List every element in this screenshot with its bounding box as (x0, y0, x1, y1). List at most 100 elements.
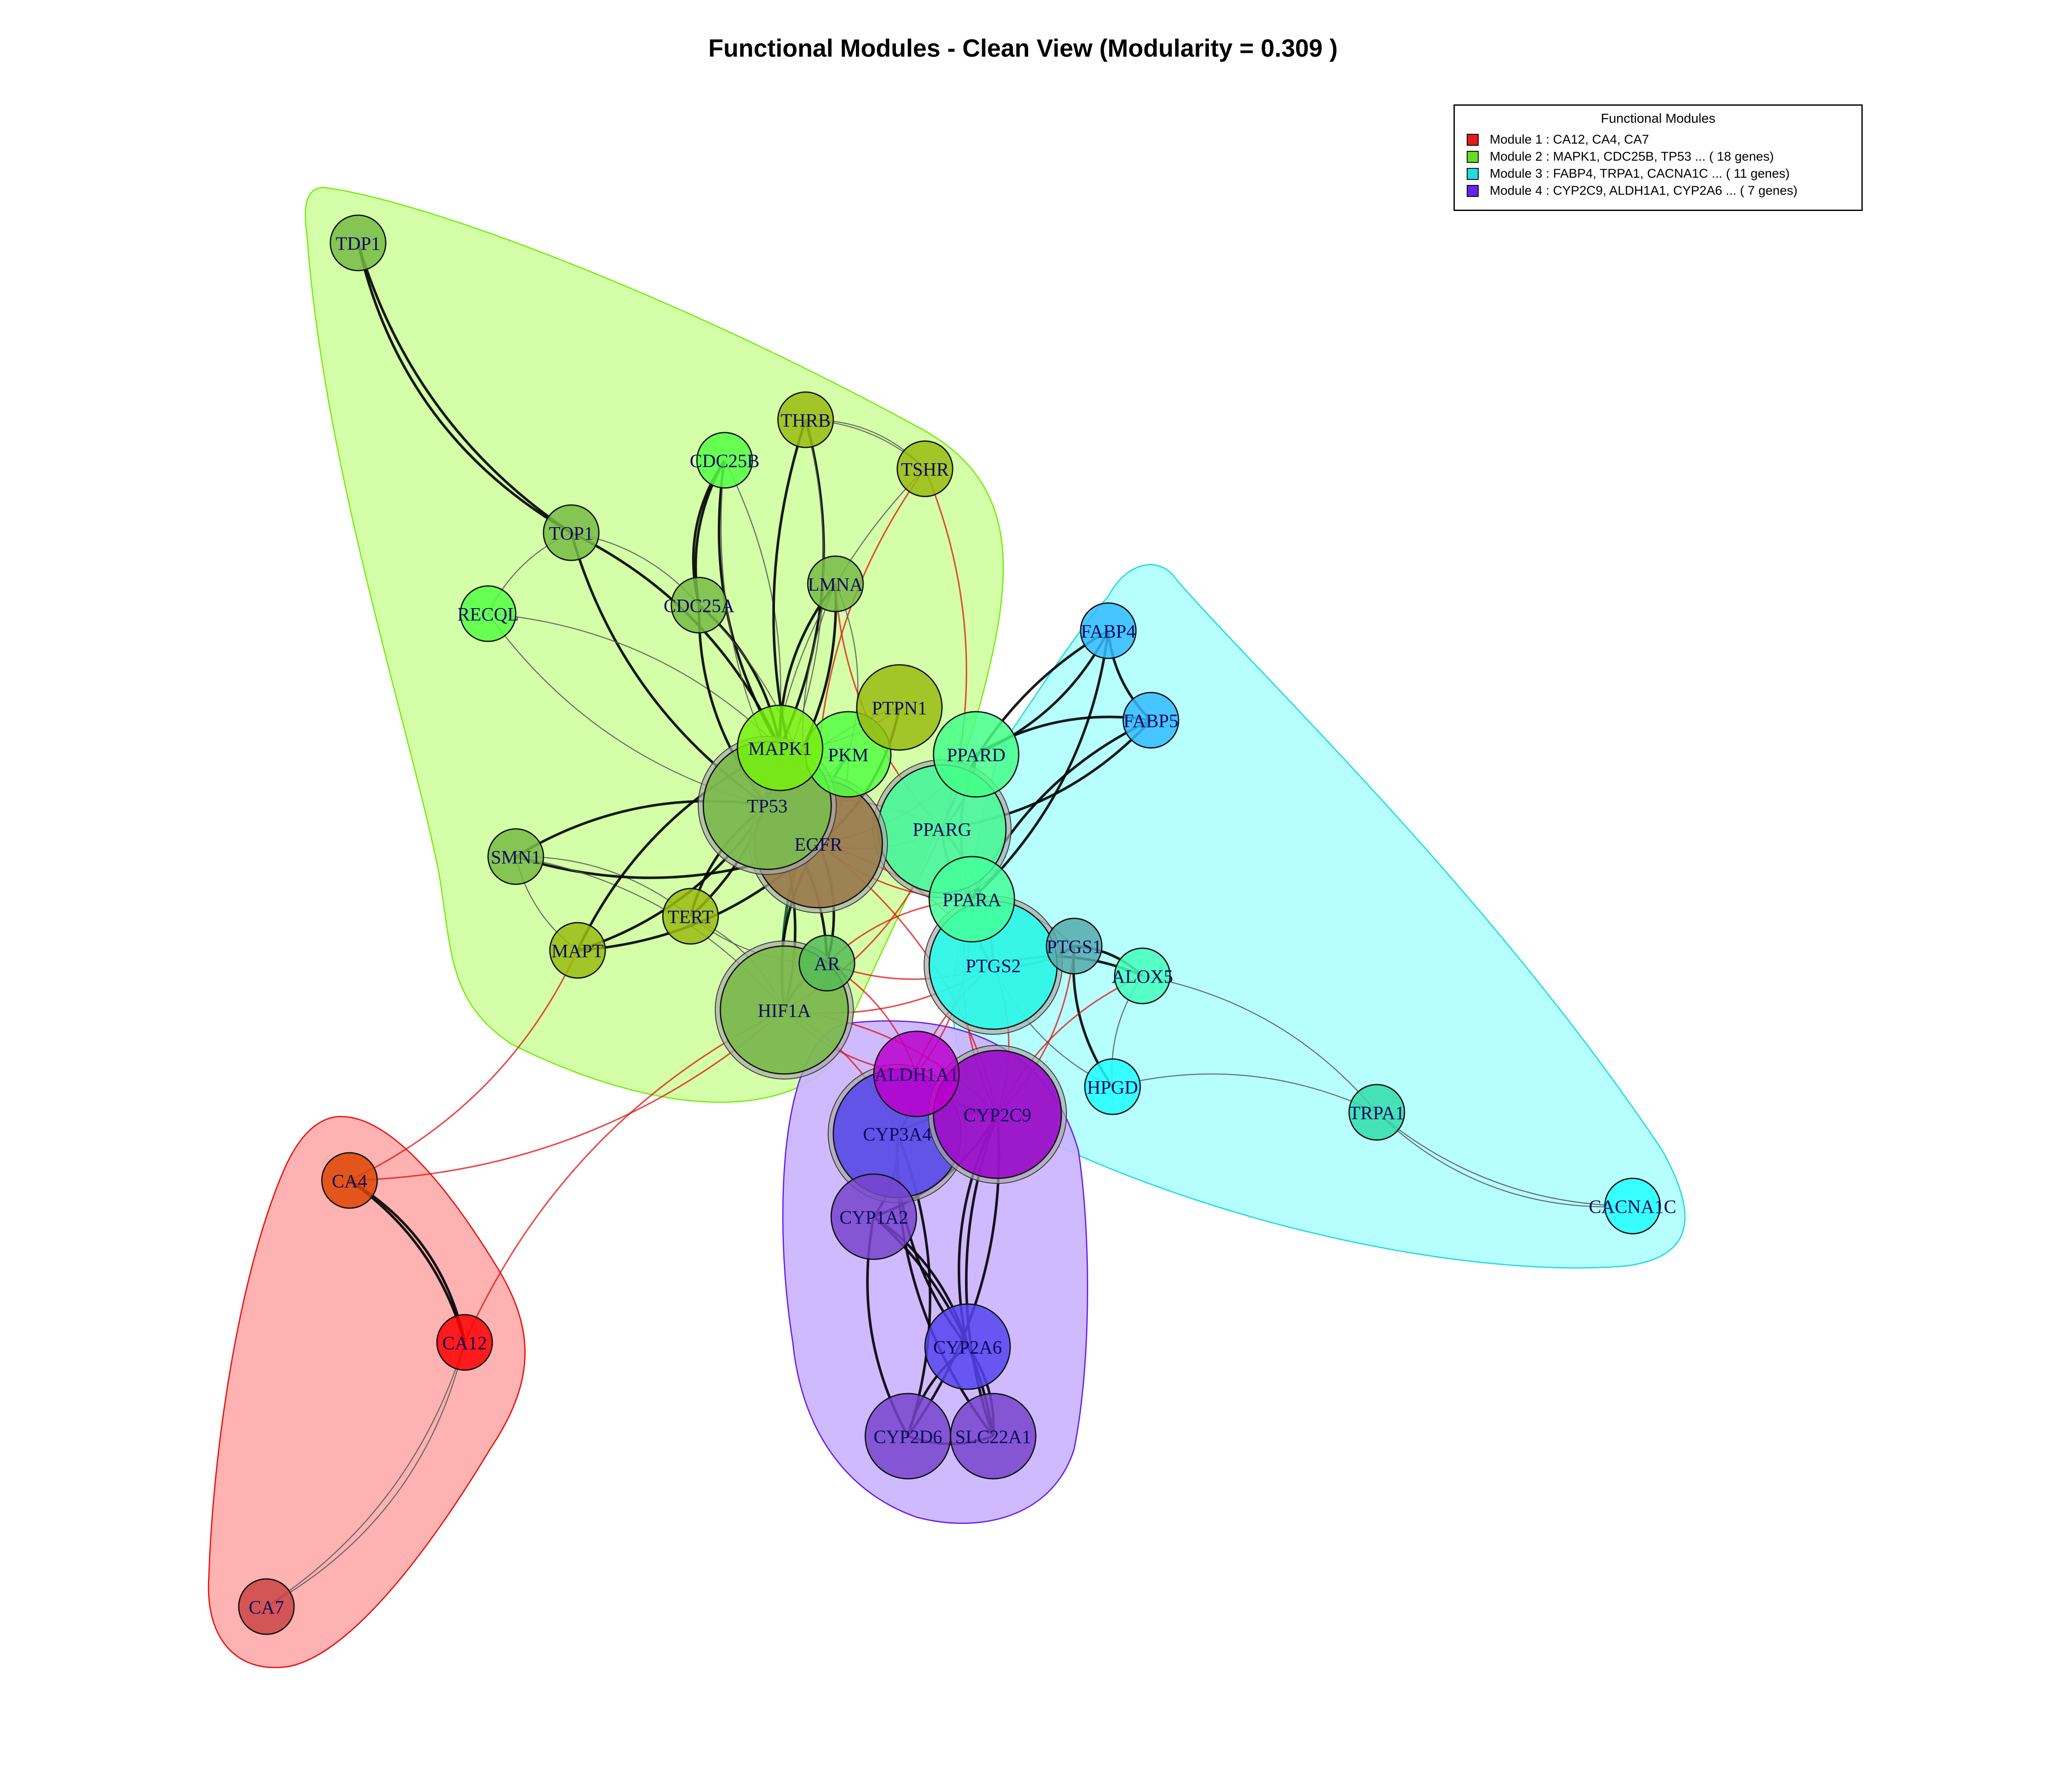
node-circle-lmna (807, 555, 864, 612)
legend-label-module-3: Module 3 : FABP4, TRPA1, CACNA1C ... ( 1… (1490, 167, 1790, 181)
node-label-ptgs2: PTGS2 (965, 955, 1021, 976)
node-cyp1a2 (830, 1173, 917, 1260)
node-circle-trpa1 (1348, 1084, 1405, 1141)
node-tert (662, 888, 719, 945)
node-label-cyp2d6: CYP2D6 (873, 1426, 942, 1447)
node-fabp5 (1122, 692, 1179, 749)
legend-item-module-1: Module 1 : CA12, CA4, CA7 (1455, 131, 1861, 148)
legend-swatch-module-2 (1467, 151, 1479, 163)
edge-hif1a-ca4 (349, 1009, 785, 1181)
node-circle-hpgd (1084, 1058, 1141, 1115)
node-circle-ptpn1 (856, 664, 943, 751)
module-1-hull (208, 1116, 526, 1668)
edge-ca4-ca12 (349, 1179, 466, 1343)
node-label-tert: TERT (668, 906, 713, 927)
edge-ca12-ca7 (266, 1342, 465, 1607)
legend-label-module-2: Module 2 : MAPK1, CDC25B, TP53 ... ( 18 … (1490, 150, 1774, 164)
edge-mapt-ca4 (349, 950, 578, 1181)
node-circle-smn1 (487, 828, 544, 885)
node-label-tdp1: TDP1 (335, 233, 380, 254)
edge-trpa1-cacna1c (1376, 1112, 1633, 1208)
node-label-cyp2c9: CYP2C9 (964, 1105, 1032, 1125)
node-circle-ar (798, 935, 855, 992)
node-circle-cdc25a (670, 577, 728, 634)
node-circle-ca7 (238, 1578, 295, 1635)
node-fabp4 (1080, 602, 1137, 659)
node-label-mapt: MAPT (552, 941, 604, 961)
edge-alox5-trpa1 (1142, 975, 1377, 1113)
node-label-aldh1a1: ALDH1A1 (874, 1064, 959, 1085)
node-label-recql: RECQL (457, 604, 519, 625)
node-label-ppara: PPARA (942, 889, 1001, 910)
node-ca4 (321, 1152, 378, 1209)
legend: Functional Modules Module 1 : CA12, CA4,… (1454, 104, 1863, 211)
node-label-tp53: TP53 (747, 796, 787, 817)
node-label-cyp1a2: CYP1A2 (839, 1207, 908, 1228)
node-circle-thrb (777, 391, 834, 448)
node-label-fabp5: FABP5 (1124, 710, 1179, 731)
node-circle-cyp2a6 (924, 1303, 1011, 1390)
node-thrb (777, 391, 834, 448)
node-label-trpa1: TRPA1 (1349, 1102, 1404, 1123)
edge-tdp1-top1 (357, 242, 572, 534)
node-circle-ptgs1 (1046, 918, 1103, 975)
node-smn1 (487, 828, 544, 885)
legend-swatch-module-3 (1467, 168, 1479, 180)
node-cyp2d6 (864, 1393, 951, 1480)
node-circle-recql (459, 585, 517, 642)
node-circle-cyp1a2 (830, 1173, 917, 1260)
node-cdc25b (696, 432, 753, 489)
legend-swatch-module-4 (1467, 185, 1479, 197)
legend-title: Functional Modules (1601, 111, 1716, 126)
node-label-tshr: TSHR (901, 459, 949, 480)
node-circle-mapk1 (737, 704, 824, 791)
node-circle-tshr (896, 440, 954, 497)
node-label-ca12: CA12 (442, 1333, 487, 1353)
node-circle-cyp2d6 (864, 1393, 951, 1480)
node-circle-ca4 (321, 1152, 378, 1209)
legend-item-module-3: Module 3 : FABP4, TRPA1, CACNA1C ... ( 1… (1455, 165, 1861, 182)
node-circle-cdc25b (696, 432, 753, 489)
node-label-cyp2a6: CYP2A6 (933, 1337, 1002, 1358)
node-mapk1 (737, 704, 824, 791)
node-label-ptpn1: PTPN1 (872, 698, 927, 719)
node-tshr (896, 440, 954, 497)
node-label-cyp3a4: CYP3A4 (863, 1124, 931, 1145)
node-hpgd (1084, 1058, 1141, 1115)
node-label-hif1a: HIF1A (758, 1000, 811, 1021)
node-label-top1: TOP1 (549, 523, 593, 544)
node-tdp1 (329, 214, 387, 271)
node-label-ca7: CA7 (249, 1597, 284, 1618)
node-label-ar: AR (814, 953, 840, 974)
node-circle-fabp4 (1080, 602, 1137, 659)
edge-trpa1-cacna1c (1376, 1112, 1633, 1207)
node-label-slc22a1: SLC22A1 (955, 1426, 1031, 1447)
node-label-thrb: THRB (780, 410, 830, 431)
node-ptpn1 (856, 664, 943, 751)
node-label-pkm: PKM (828, 745, 868, 765)
node-circle-cacna1c (1604, 1177, 1661, 1235)
node-circle-ppard (933, 711, 1020, 798)
node-cacna1c (1604, 1177, 1661, 1235)
node-cyp2a6 (924, 1303, 1011, 1390)
edge-hif1a-ca12 (464, 1009, 785, 1343)
node-circle-tert (662, 888, 719, 945)
edge-ca4-ca12 (349, 1179, 466, 1343)
node-ca7 (238, 1578, 295, 1635)
node-circle-alox5 (1114, 947, 1171, 1004)
edge-recql-mapk1 (488, 613, 780, 748)
module-2-hull (304, 187, 1004, 1103)
node-ptgs1 (1046, 918, 1103, 975)
node-ppard (933, 711, 1020, 798)
node-label-cdc25b: CDC25B (690, 450, 760, 471)
node-ca12 (436, 1314, 493, 1371)
node-mapt (549, 922, 606, 979)
node-label-pparg: PPARG (913, 819, 971, 840)
legend-swatch-module-1 (1467, 134, 1479, 146)
node-circle-mapt (549, 922, 606, 979)
node-label-hpgd: HPGD (1087, 1077, 1138, 1098)
node-ar (798, 935, 855, 992)
node-cdc25a (670, 577, 728, 634)
